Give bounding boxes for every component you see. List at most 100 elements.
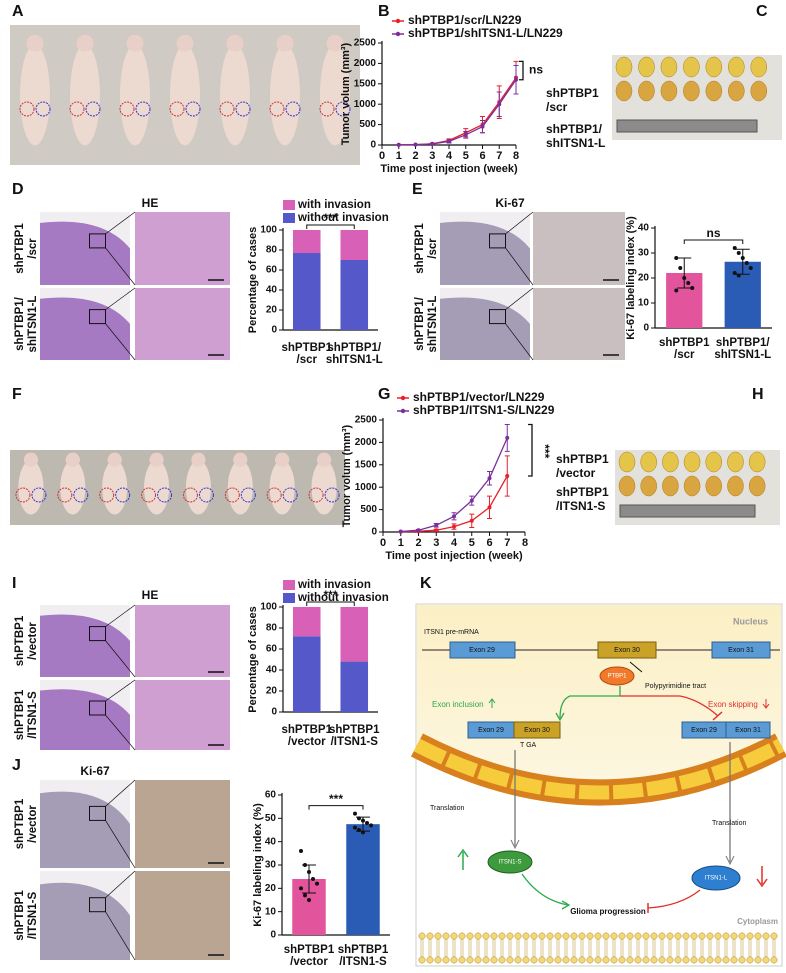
y-tick-label: 500 <box>360 504 377 515</box>
x-tick-label: 5 <box>463 150 469 162</box>
exon-box <box>711 641 771 659</box>
data-point <box>434 523 439 528</box>
inclusion-arrow <box>559 686 621 719</box>
row-label-line: /vector <box>27 805 39 843</box>
data-dot <box>744 261 749 265</box>
significance-bracket <box>528 423 533 477</box>
data-dot <box>682 276 687 280</box>
tumor <box>683 56 700 78</box>
y-tick-label: 20 <box>638 273 650 284</box>
exon-box <box>449 641 516 659</box>
x-tick-label: 1 <box>398 537 404 549</box>
mouse-body <box>170 44 200 146</box>
up-arrow <box>488 698 496 708</box>
tumor-mark <box>335 101 351 117</box>
data-dot <box>303 893 307 898</box>
tumor-mark <box>182 487 198 503</box>
y-tick-label: 20 <box>265 883 277 894</box>
lipid-head <box>770 956 778 964</box>
legend-label: shPTBP1/vector/LN229 <box>413 390 545 404</box>
exon-label: Exon 31 <box>728 647 754 654</box>
data-point <box>514 77 518 82</box>
lipid-tail <box>716 939 720 957</box>
tumor <box>750 80 768 102</box>
label-line: /vector <box>556 466 596 480</box>
lipid-head <box>482 956 490 964</box>
y-tick-label: 1000 <box>354 99 377 110</box>
y-tick-label: 1500 <box>355 459 378 470</box>
label-line: shITSN1-L <box>546 136 605 150</box>
legend-marker <box>395 31 401 37</box>
zoom-line <box>505 287 534 310</box>
lipid-head <box>490 932 498 940</box>
zoom-box <box>489 309 506 325</box>
label-line: /vector <box>288 736 326 748</box>
panel-letter: K <box>420 575 432 592</box>
significance-bracket <box>519 60 524 81</box>
label-line: shPTBP1/ <box>546 122 603 136</box>
data-point <box>396 142 401 147</box>
lipid-tail <box>772 939 776 957</box>
tumor-mark <box>235 101 251 117</box>
significance-bracket <box>306 601 355 606</box>
zoom-line <box>105 679 136 702</box>
mouse-body <box>60 460 86 515</box>
series-line <box>400 475 508 533</box>
tumor-mark <box>308 487 324 503</box>
lipid-head <box>594 956 602 964</box>
legend-label: shPTBP1/ITSN1-S/LN229 <box>413 403 555 417</box>
lipid-head <box>650 956 658 964</box>
lipid-head <box>418 932 426 940</box>
legend-marker <box>395 18 401 24</box>
lipid-head <box>586 932 594 940</box>
ruler <box>616 119 758 133</box>
mouse-head <box>276 34 294 52</box>
row-label: shPTBP1/ITSN1-S <box>14 689 39 740</box>
mouse-head <box>149 452 164 467</box>
mouse-head <box>76 34 94 52</box>
lipid-head <box>458 956 466 964</box>
tumor <box>683 80 700 102</box>
data-dot <box>361 830 365 835</box>
lipid-head <box>538 956 546 964</box>
lipid-tail <box>588 939 592 957</box>
tumor-mark <box>224 487 240 503</box>
data-dot <box>315 881 319 886</box>
lipid-head <box>442 932 450 940</box>
down-arrow <box>762 699 770 709</box>
legend-marker <box>400 395 406 401</box>
row-label-line: /scr <box>27 238 39 259</box>
tumor <box>615 80 633 102</box>
zoom-line <box>105 640 136 678</box>
row-label-line: shPTBP1 <box>14 223 26 274</box>
lipid-head <box>730 956 738 964</box>
tumor-mark <box>115 487 131 503</box>
lipid-head <box>562 956 570 964</box>
label-line: /scr <box>674 349 695 361</box>
significance-label: *** <box>538 444 552 458</box>
data-point <box>469 518 474 523</box>
legend-marker <box>400 408 406 414</box>
tumor-mark <box>324 487 340 503</box>
zoom-box <box>489 233 506 249</box>
data-dot <box>353 811 357 816</box>
ptbp1-protein <box>599 666 635 686</box>
mouse-head <box>23 452 39 467</box>
exon-label: Exon 29 <box>469 647 495 654</box>
lipid-head <box>498 932 506 940</box>
lipid-head <box>506 932 514 940</box>
lipid-tail <box>596 939 600 957</box>
skipping-label: Exon skipping <box>708 700 758 709</box>
tumor-mark <box>19 101 35 117</box>
lipid-tail <box>724 939 728 957</box>
zoom-box <box>89 626 106 642</box>
lipid-head <box>602 932 610 940</box>
bar-segment <box>340 260 369 330</box>
micrograph-zoom <box>135 212 230 285</box>
row-label-line: shPTBP1/ <box>14 296 26 350</box>
label-line: shPTBP1 <box>556 452 609 466</box>
x-tick-label: 1 <box>396 150 402 162</box>
significance-label: ns <box>706 226 720 240</box>
lipid-head <box>434 956 442 964</box>
